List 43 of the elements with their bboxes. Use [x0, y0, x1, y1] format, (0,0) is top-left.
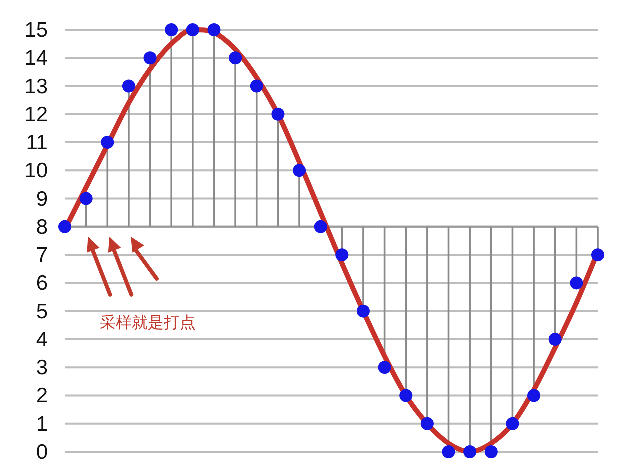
- y-tick-label: 13: [24, 75, 48, 98]
- point: [420, 417, 434, 430]
- y-tick-label: 2: [36, 384, 48, 408]
- y-tick-label: 14: [24, 47, 48, 70]
- y-tick-label: 9: [36, 188, 48, 211]
- point: [336, 248, 349, 262]
- point: [400, 389, 413, 402]
- point: [314, 220, 328, 234]
- y-tick-label: 4: [36, 328, 48, 352]
- point: [506, 417, 520, 430]
- y-tick-label: 12: [24, 103, 48, 126]
- point: [442, 446, 456, 458]
- annotation: 采样就是打点: [100, 314, 196, 332]
- point: [208, 24, 221, 36]
- point: [378, 361, 392, 374]
- point: [272, 108, 285, 121]
- y-tick-label: 10: [24, 160, 48, 183]
- point: [250, 80, 264, 93]
- y-tick-label: 6: [36, 272, 48, 296]
- point: [186, 24, 200, 36]
- point: [144, 52, 157, 65]
- y-tick-label: 1: [36, 412, 48, 436]
- y-tick-label: 11: [26, 132, 48, 155]
- point: [58, 220, 72, 234]
- y-tick-label: 0: [36, 441, 48, 464]
- point: [484, 446, 498, 458]
- point: [165, 24, 178, 36]
- point: [464, 446, 477, 458]
- y-tick-label: 5: [36, 300, 48, 324]
- y-tick-label: 3: [36, 356, 48, 380]
- point: [570, 276, 584, 290]
- y-tick-label: 8: [36, 216, 48, 239]
- y-tick-label: 7: [36, 244, 48, 268]
- point: [548, 332, 562, 346]
- point: [293, 164, 306, 178]
- point: [101, 136, 114, 150]
- point: [80, 192, 93, 206]
- point: [528, 389, 541, 402]
- point: [356, 304, 370, 318]
- point: [229, 52, 242, 65]
- point: [122, 80, 136, 93]
- y-tick-label: 15: [24, 19, 48, 42]
- point: [592, 248, 604, 262]
